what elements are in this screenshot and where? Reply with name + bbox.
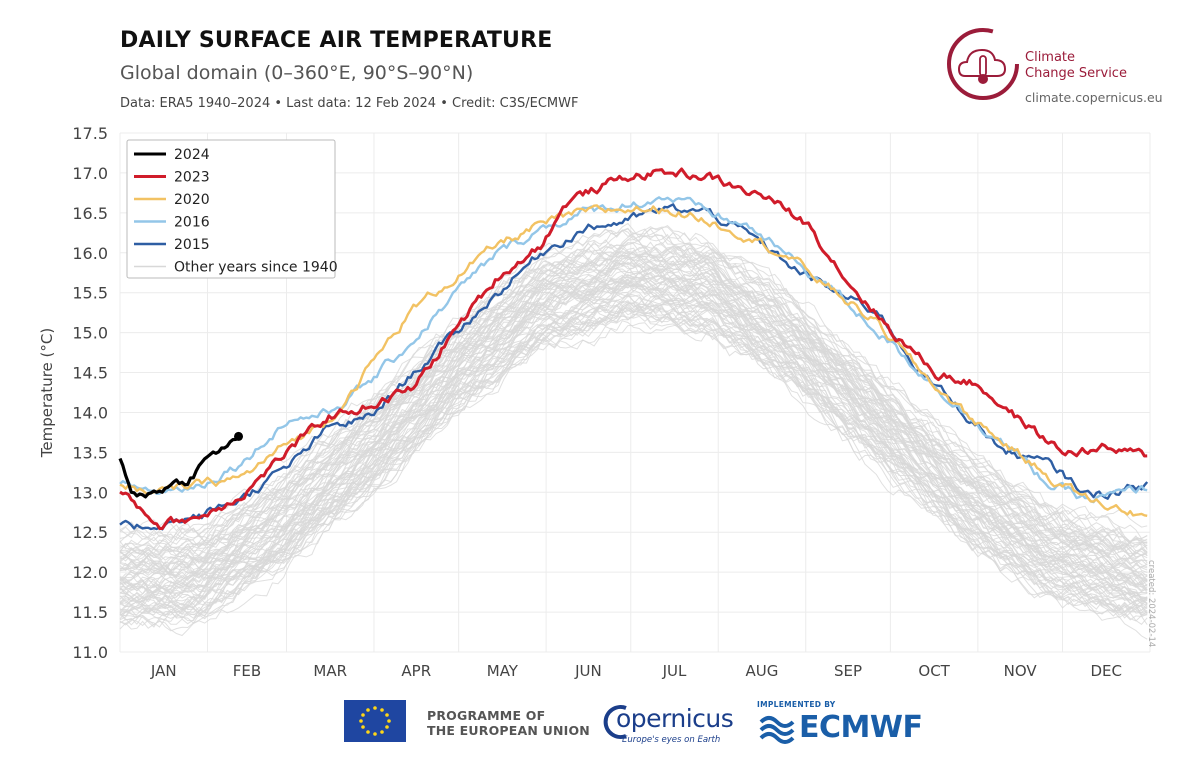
month-label: NOV: [1004, 662, 1038, 680]
y-tick-label: 11.5: [72, 603, 108, 622]
legend-label: 2023: [174, 170, 210, 186]
y-tick-label: 12.5: [72, 523, 108, 542]
background-years: [119, 222, 1148, 640]
background-year-line: [119, 227, 1148, 544]
y-tick-label: 13.0: [72, 483, 108, 502]
background-year-line: [119, 222, 1148, 539]
y-tick-label: 14.0: [72, 403, 108, 422]
y-tick-label: 11.0: [72, 643, 108, 662]
background-year-line: [119, 241, 1148, 564]
background-year-line: [120, 311, 1148, 617]
series-line-2024: [118, 436, 240, 499]
background-year-line: [119, 241, 1148, 573]
legend-label: 2024: [174, 147, 210, 163]
eu-text-line2: THE EUROPEAN UNION: [427, 723, 590, 738]
ecmwf-wave-icon: [759, 716, 795, 744]
y-tick-label: 15.5: [72, 284, 108, 303]
legend-label: 2015: [174, 237, 210, 253]
implemented-by-label: IMPLEMENTED BY: [757, 700, 836, 709]
month-label: OCT: [918, 662, 950, 680]
month-label: APR: [401, 662, 431, 680]
y-axis-label: Temperature (°C): [38, 328, 56, 458]
y-tick-label: 16.5: [72, 204, 108, 223]
background-year-line: [119, 302, 1148, 628]
legend-label: Other years since 1940: [174, 260, 338, 276]
background-year-line: [119, 287, 1148, 601]
background-year-line: [119, 282, 1148, 602]
background-year-line: [119, 259, 1148, 580]
background-year-line: [119, 256, 1148, 573]
background-year-line: [119, 288, 1148, 614]
legend-label: 2020: [174, 192, 210, 208]
copernicus-logo[interactable]: opernicus Europe's eyes on Earth: [602, 698, 734, 748]
y-tick-label: 14.5: [72, 364, 108, 383]
y-tick-label: 15.0: [72, 324, 108, 343]
background-year-line: [119, 235, 1148, 560]
background-year-line: [119, 277, 1148, 586]
background-year-line: [119, 226, 1148, 544]
chart-subtitle: Global domain (0–360°E, 90°S–90°N): [120, 62, 474, 84]
y-tick-label: 16.0: [72, 244, 108, 263]
month-label: JAN: [150, 662, 177, 680]
series-endpoint-2024: [234, 431, 244, 441]
background-year-line: [119, 229, 1148, 549]
background-year-line: [119, 274, 1148, 595]
footer-logos: PROGRAMME OF THE EUROPEAN UNION opernicu…: [0, 698, 1200, 758]
y-tick-label: 17.0: [72, 164, 108, 183]
background-year-line: [119, 298, 1148, 617]
y-tick-label: 13.5: [72, 443, 108, 462]
eu-programme-text: PROGRAMME OF THE EUROPEAN UNION: [427, 708, 590, 738]
temperature-chart: 11.0 11.5 12.0 12.5 13.0 13.5 14.0 14.5 15.0 15.5…: [38, 124, 1151, 680]
background-year-line: [119, 318, 1148, 637]
month-label: SEP: [834, 662, 862, 680]
thermometer-cloud-icon: [947, 28, 1019, 100]
month-label: MAR: [313, 662, 347, 680]
y-tick-label: 17.5: [72, 124, 108, 143]
ecmwf-wordmark: ECMWF: [799, 710, 923, 745]
chart-title: DAILY SURFACE AIR TEMPERATURE: [120, 28, 553, 53]
legend-label: 2016: [174, 215, 210, 231]
legend-box: [126, 139, 336, 279]
month-label: FEB: [233, 662, 261, 680]
ecmwf-logo[interactable]: IMPLEMENTED BY ECMWF: [757, 698, 937, 748]
created-date-note: created: 2024-02-14: [1146, 560, 1156, 648]
month-label: MAY: [487, 662, 519, 680]
background-year-line: [120, 239, 1148, 559]
c3s-logo[interactable]: Climate Change Service climate.copernicu…: [945, 26, 1175, 106]
background-year-line: [119, 303, 1148, 626]
series-line-2023: [119, 167, 1148, 530]
background-year-line: [119, 266, 1148, 592]
series-line-2020: [119, 204, 1148, 517]
month-label: AUG: [746, 662, 779, 680]
eu-text-line1: PROGRAMME OF: [427, 708, 546, 723]
background-year-line: [119, 262, 1148, 589]
background-year-line: [119, 313, 1148, 616]
legend: 2024 2023 2020 2016 2015 Other years since 19…: [126, 139, 338, 279]
background-year-line: [119, 286, 1148, 613]
copernicus-wordmark: opernicus: [616, 704, 734, 733]
copernicus-tagline: Europe's eyes on Earth: [622, 735, 721, 745]
c3s-name: Climate Change Service: [1025, 50, 1127, 82]
c3s-name-line2: Change Service: [1025, 66, 1127, 81]
y-tick-label: 12.0: [72, 563, 108, 582]
eu-flag-icon: [344, 700, 406, 742]
background-year-line: [119, 294, 1148, 622]
month-label: JUN: [574, 662, 602, 680]
month-label: DEC: [1091, 662, 1123, 680]
background-year-line: [119, 249, 1148, 561]
month-label: JUL: [662, 662, 687, 680]
c3s-url[interactable]: climate.copernicus.eu: [1025, 90, 1163, 105]
data-credit: Data: ERA5 1940–2024 • Last data: 12 Feb…: [120, 96, 579, 111]
c3s-name-line1: Climate: [1025, 50, 1076, 65]
copernicus-c-icon: [603, 705, 627, 739]
background-year-line: [119, 262, 1148, 577]
